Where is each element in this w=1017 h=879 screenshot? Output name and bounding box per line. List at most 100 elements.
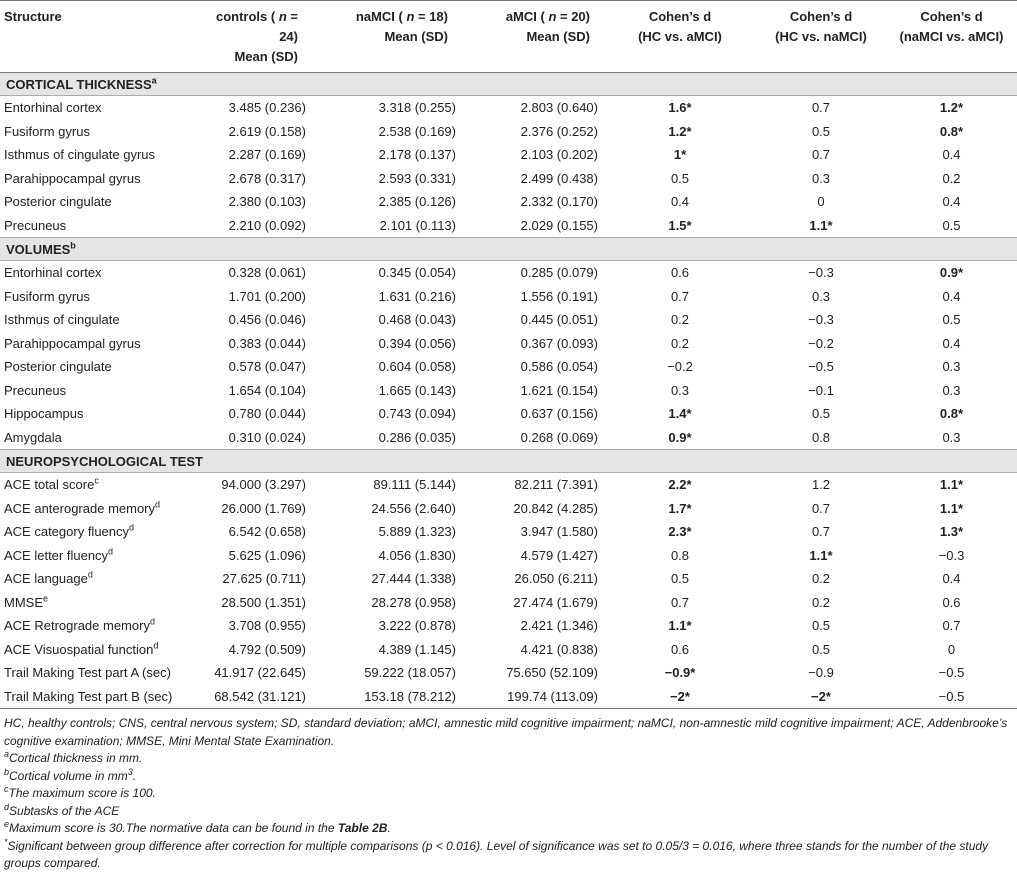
value-cell: 0.7	[811, 147, 831, 163]
footnote: eMaximum score is 30.The normative data …	[4, 820, 1009, 838]
text-part: Structure	[4, 9, 62, 24]
value-cell: 6.542 (0.658)	[228, 524, 306, 540]
data-row: Fusiform gyrus 2.619 (0.158) 2.538 (0.169)…	[0, 120, 1017, 144]
value-cell: 0	[817, 194, 825, 210]
row-label: Entorhinal cortex	[0, 96, 200, 120]
footnote-mark: e	[4, 819, 10, 829]
text-part: n	[406, 9, 415, 24]
text-part: controls (	[215, 9, 279, 24]
row-label: MMSEe	[0, 591, 200, 615]
row-label: Posterior cingulate	[0, 190, 200, 214]
value-cell: 0.5	[942, 312, 961, 328]
column-header: naMCI ( n = 18) Mean (SD)	[312, 0, 462, 73]
value-cell: 4.389 (1.145)	[378, 641, 456, 657]
structure-name: Parahippocampal gyrus	[4, 170, 141, 186]
value-cell: 0.8	[811, 429, 831, 445]
value-cell: 153.18 (78.212)	[312, 684, 462, 709]
structure-name: ACE total score	[4, 477, 95, 493]
footnote-mark: a	[4, 749, 10, 759]
value-cell: 28.500 (1.351)	[221, 594, 306, 610]
value-cell: 28.278 (0.958)	[371, 594, 456, 610]
structure-name: Precuneus	[4, 382, 67, 398]
value-cell: 1.556 (0.191)	[520, 288, 598, 304]
value-cell: 0.2	[811, 594, 831, 610]
structure-name: Posterior cingulate	[4, 194, 112, 210]
text-part: Cohen’s d	[789, 9, 853, 24]
value-cell: 0.4	[670, 194, 690, 210]
value-cell: 3.485 (0.236)	[228, 100, 306, 116]
value-cell: 3.222 (0.878)	[378, 618, 456, 634]
header-line: (HC vs. aMCI)	[638, 29, 722, 44]
data-row: ACE anterograde memoryd 26.000 (1.769) 24.…	[0, 497, 1017, 521]
value-cell: −0.3	[808, 312, 834, 328]
value-cell: 27.625 (0.711)	[222, 571, 306, 587]
data-row: Parahippocampal gyrus 0.383 (0.044) 0.394 …	[0, 332, 1017, 356]
value-cell: 0.5	[811, 618, 831, 634]
data-row: Fusiform gyrus 1.701 (0.200) 1.631 (0.216)…	[0, 285, 1017, 309]
structure-name: ACE language	[4, 571, 88, 587]
header-line: Mean (SD)	[526, 29, 590, 44]
row-label: Fusiform gyrus	[0, 120, 200, 144]
row-label: Posterior cingulate	[0, 355, 200, 379]
section-name: VOLUMES	[6, 241, 71, 257]
footnote-mark: a	[151, 75, 157, 86]
value-cell: 0.780 (0.044)	[228, 406, 306, 422]
value-cell: 3.318 (0.255)	[378, 100, 456, 116]
row-label: Precuneus	[0, 214, 200, 238]
text-part: Cohen’s d	[920, 9, 983, 24]
text-part: Cortical volume in mm	[9, 768, 128, 783]
value-cell: 4.056 (1.830)	[378, 547, 456, 563]
text-part: n	[278, 9, 287, 24]
value-cell: 27.474 (1.679)	[513, 594, 598, 610]
column-header: controls ( n = 24) Mean (SD)	[200, 0, 312, 73]
value-cell: 2.421 (1.346)	[520, 618, 598, 634]
text-part: Cohen’s d	[648, 9, 712, 24]
data-row: Trail Making Test part B (sec) 68.542 (31…	[0, 684, 1017, 709]
value-cell: 0.4	[942, 288, 961, 304]
data-row: ACE total scorec 94.000 (3.297) 89.111 (5.…	[0, 473, 1017, 497]
value-cell: 2.619 (0.158)	[228, 123, 306, 139]
data-row: MMSEe 28.500 (1.351) 28.278 (0.958) 27.474 …	[0, 591, 1017, 615]
footnote-mark: d	[87, 569, 93, 580]
value-cell: −0.5	[938, 665, 965, 681]
row-label: Parahippocampal gyrus	[0, 332, 200, 356]
section-name: NEUROPSYCHOLOGICAL TEST	[6, 453, 203, 469]
value-cell: 24.556 (2.640)	[371, 500, 456, 516]
value-cell: 0.8	[670, 547, 690, 563]
value-cell: −0.2	[808, 335, 834, 351]
structure-name: Fusiform gyrus	[4, 123, 90, 139]
footnote-mark: b	[70, 240, 76, 251]
header-line: Structure	[4, 7, 194, 27]
section-row: VOLUMESb	[0, 237, 1017, 261]
column-header: Structure	[0, 0, 200, 73]
value-cell: 0.586 (0.054)	[520, 359, 598, 375]
header-line: controls ( n = 24)	[206, 7, 298, 47]
text-part: 3	[127, 766, 133, 777]
column-header: Cohen’s d (HC vs. naMCI)	[756, 0, 886, 73]
value-cell: 2.593 (0.331)	[378, 170, 456, 186]
row-label: ACE category fluencyd	[0, 520, 200, 544]
value-cell: 94.000 (3.297)	[221, 477, 306, 493]
value-cell: 75.650 (52.109)	[506, 665, 598, 681]
value-cell: 0.394 (0.056)	[378, 335, 456, 351]
value-cell: 0.578 (0.047)	[228, 359, 306, 375]
value-cell: 1.3*	[939, 524, 964, 540]
value-cell: 0.2	[811, 571, 831, 587]
value-cell: 0.3	[670, 382, 690, 398]
value-cell: 1.5*	[668, 217, 692, 233]
value-cell: 1.665 (0.143)	[378, 382, 456, 398]
value-cell: 89.111 (5.144)	[373, 477, 456, 493]
value-cell: 4.421 (0.838)	[520, 641, 598, 657]
value-cell: 2.385 (0.126)	[378, 194, 456, 210]
footnote-mark: c	[4, 784, 9, 794]
column-header: Cohen’s d (HC vs. aMCI)	[604, 0, 756, 73]
value-cell: 0.310 (0.024)	[228, 429, 306, 445]
value-cell: 0.328 (0.061)	[228, 265, 306, 281]
value-cell: 2.803 (0.640)	[520, 100, 598, 116]
section-title: CORTICAL THICKNESSa	[0, 72, 1017, 96]
value-cell: 0.4	[942, 147, 961, 163]
value-cell: 1.6*	[668, 100, 692, 116]
value-cell: 1.2	[811, 477, 831, 493]
value-cell: 0.345 (0.054)	[378, 265, 456, 281]
table-body: CORTICAL THICKNESSa Entorhinal cortex 3.48…	[0, 72, 1017, 709]
